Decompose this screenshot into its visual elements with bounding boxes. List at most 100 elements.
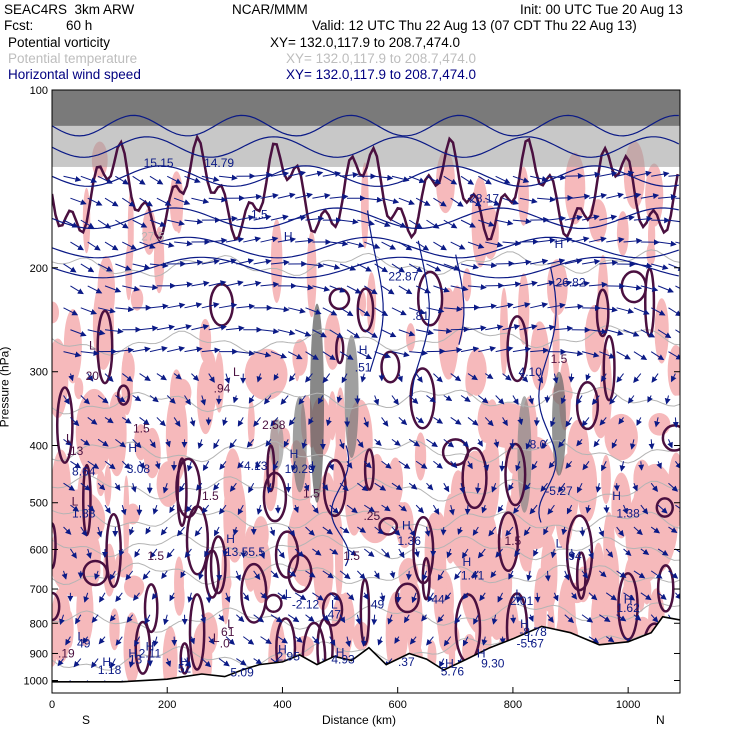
pv-shade-blob [131, 287, 143, 310]
contour-annotation: 2.58 [262, 418, 286, 432]
contour-annotation: .19 [58, 647, 75, 661]
contour-annotation: 52 [178, 662, 192, 676]
contour-annotation: 47 [328, 607, 342, 621]
contour-annotation: L [89, 338, 96, 352]
x-tick-label: 800 [504, 699, 522, 711]
contour-annotation: 1.38 [616, 507, 640, 521]
contour-annotation: 26.82 [555, 275, 585, 289]
pv-shade-blob [271, 219, 282, 303]
pv-shade-blob [76, 389, 113, 475]
contour-annotation: H [555, 237, 564, 251]
pv-shade-blob [415, 432, 426, 480]
contour-annotation: .13 [67, 444, 84, 458]
contour-annotation: L [285, 587, 292, 601]
y-tick-label: 300 [30, 367, 48, 379]
contour-annotation: 1.5 [551, 352, 568, 366]
contour-annotation: .51 [355, 361, 372, 375]
pv-shade-blob [646, 243, 655, 266]
pv-shade-blob [294, 345, 300, 381]
wind-vector [467, 505, 468, 514]
x-tick-label: 1000 [616, 699, 640, 711]
contour-annotation: 27.5 [141, 230, 165, 244]
pv-shade-blob [406, 323, 415, 352]
contour-annotation: L [556, 536, 563, 550]
contour-annotation: H [612, 489, 621, 503]
contour-annotation: 13 [129, 652, 143, 666]
pv-shade-blob [197, 360, 214, 434]
wind-shade-column [345, 335, 359, 458]
pv-shade-blob [625, 489, 665, 583]
contour-annotation: 2.95 [277, 650, 301, 664]
pv-shade-blob [174, 556, 184, 609]
contour-annotation: 3.08 [127, 462, 151, 476]
contour-annotation: 13.55.5 [225, 545, 265, 559]
contour-annotation: 1.18 [98, 663, 122, 677]
wind-vector [443, 527, 444, 535]
contour-annotation: 49 [371, 597, 385, 611]
wind-vector [409, 571, 410, 579]
x-tick-label: 200 [158, 699, 176, 711]
contour-annotation: 20 [86, 369, 100, 383]
pv-shade-blob [307, 231, 317, 318]
wind-vector [571, 374, 572, 382]
pv-shade-blob [648, 413, 670, 436]
contour-annotation: .37 [398, 655, 415, 669]
y-axis-label: Pressure (hPa) [0, 347, 11, 428]
contour-annotation: 8.64 [72, 465, 96, 479]
contour-annotation: .0 [220, 637, 230, 651]
contour-annotation: H [402, 519, 411, 533]
contour-annotation: 22.87 [388, 269, 418, 283]
contour-annotation: -5.27 [545, 484, 573, 498]
y-tick-label: 700 [30, 584, 48, 596]
pv-shade-blob [353, 459, 396, 543]
contour-annotation: L [66, 431, 73, 445]
contour-annotation: 1.5 [505, 534, 522, 548]
contour-annotation: 1.5 [202, 489, 219, 503]
contour-annotation: -8.0 [526, 438, 547, 452]
contour-annotation: .81 [412, 309, 429, 323]
y-tick-label: 800 [30, 618, 48, 630]
contour-annotation: .25 [363, 509, 380, 523]
contour-annotation: 9.30 [481, 656, 505, 670]
pv-shade-blob [530, 321, 549, 390]
x-axis-label: Distance (km) [322, 713, 396, 727]
x-tick-label: 600 [389, 699, 407, 711]
y-tick-label: 500 [30, 498, 48, 510]
pv-shade-blob [109, 608, 119, 650]
contour-annotation: 15.15 [144, 156, 174, 170]
contour-annotation: -4.13 [240, 459, 268, 473]
contour-annotation: 1.5 [133, 421, 150, 435]
pv-shade-blob [467, 348, 487, 395]
endpoint-right: N [656, 713, 665, 727]
wind-vector [513, 615, 514, 623]
contour-annotation: 1.5 [303, 487, 320, 501]
contour-annotation: 28.17 [469, 191, 499, 205]
contour-annotation: .94 [565, 549, 582, 563]
wind-vector [537, 417, 538, 425]
contour-annotation: L [233, 365, 240, 379]
pv-shade-blob [585, 305, 605, 372]
contour-annotation: H [290, 447, 299, 461]
contour-annotation: 1.62 [616, 601, 640, 615]
wind-vector [433, 549, 434, 556]
wind-shade-column [517, 396, 531, 513]
contour-annotation: H [284, 230, 293, 244]
contour-annotation: 4.93 [331, 652, 355, 666]
contour-annotation: H [128, 441, 137, 455]
contour-annotation: H [462, 555, 471, 569]
contour-annotation: 44 [431, 592, 445, 606]
pv-shade-blob [170, 369, 183, 420]
y-tick-label: 200 [30, 263, 48, 275]
contour-annotation: -2.12 [292, 597, 320, 611]
contour-annotation: 10.29 [285, 462, 315, 476]
y-tick-label: 400 [30, 441, 48, 453]
pv-shade-blob [500, 288, 508, 376]
pv-shade-blob [655, 298, 669, 363]
contour-annotation: 5.09 [230, 666, 254, 680]
contour-annotation: 1.5 [147, 549, 164, 563]
pv-shade-blob [604, 519, 613, 569]
contour-annotation: 1.88 [72, 507, 96, 521]
contour-annotation: .94 [214, 381, 231, 395]
